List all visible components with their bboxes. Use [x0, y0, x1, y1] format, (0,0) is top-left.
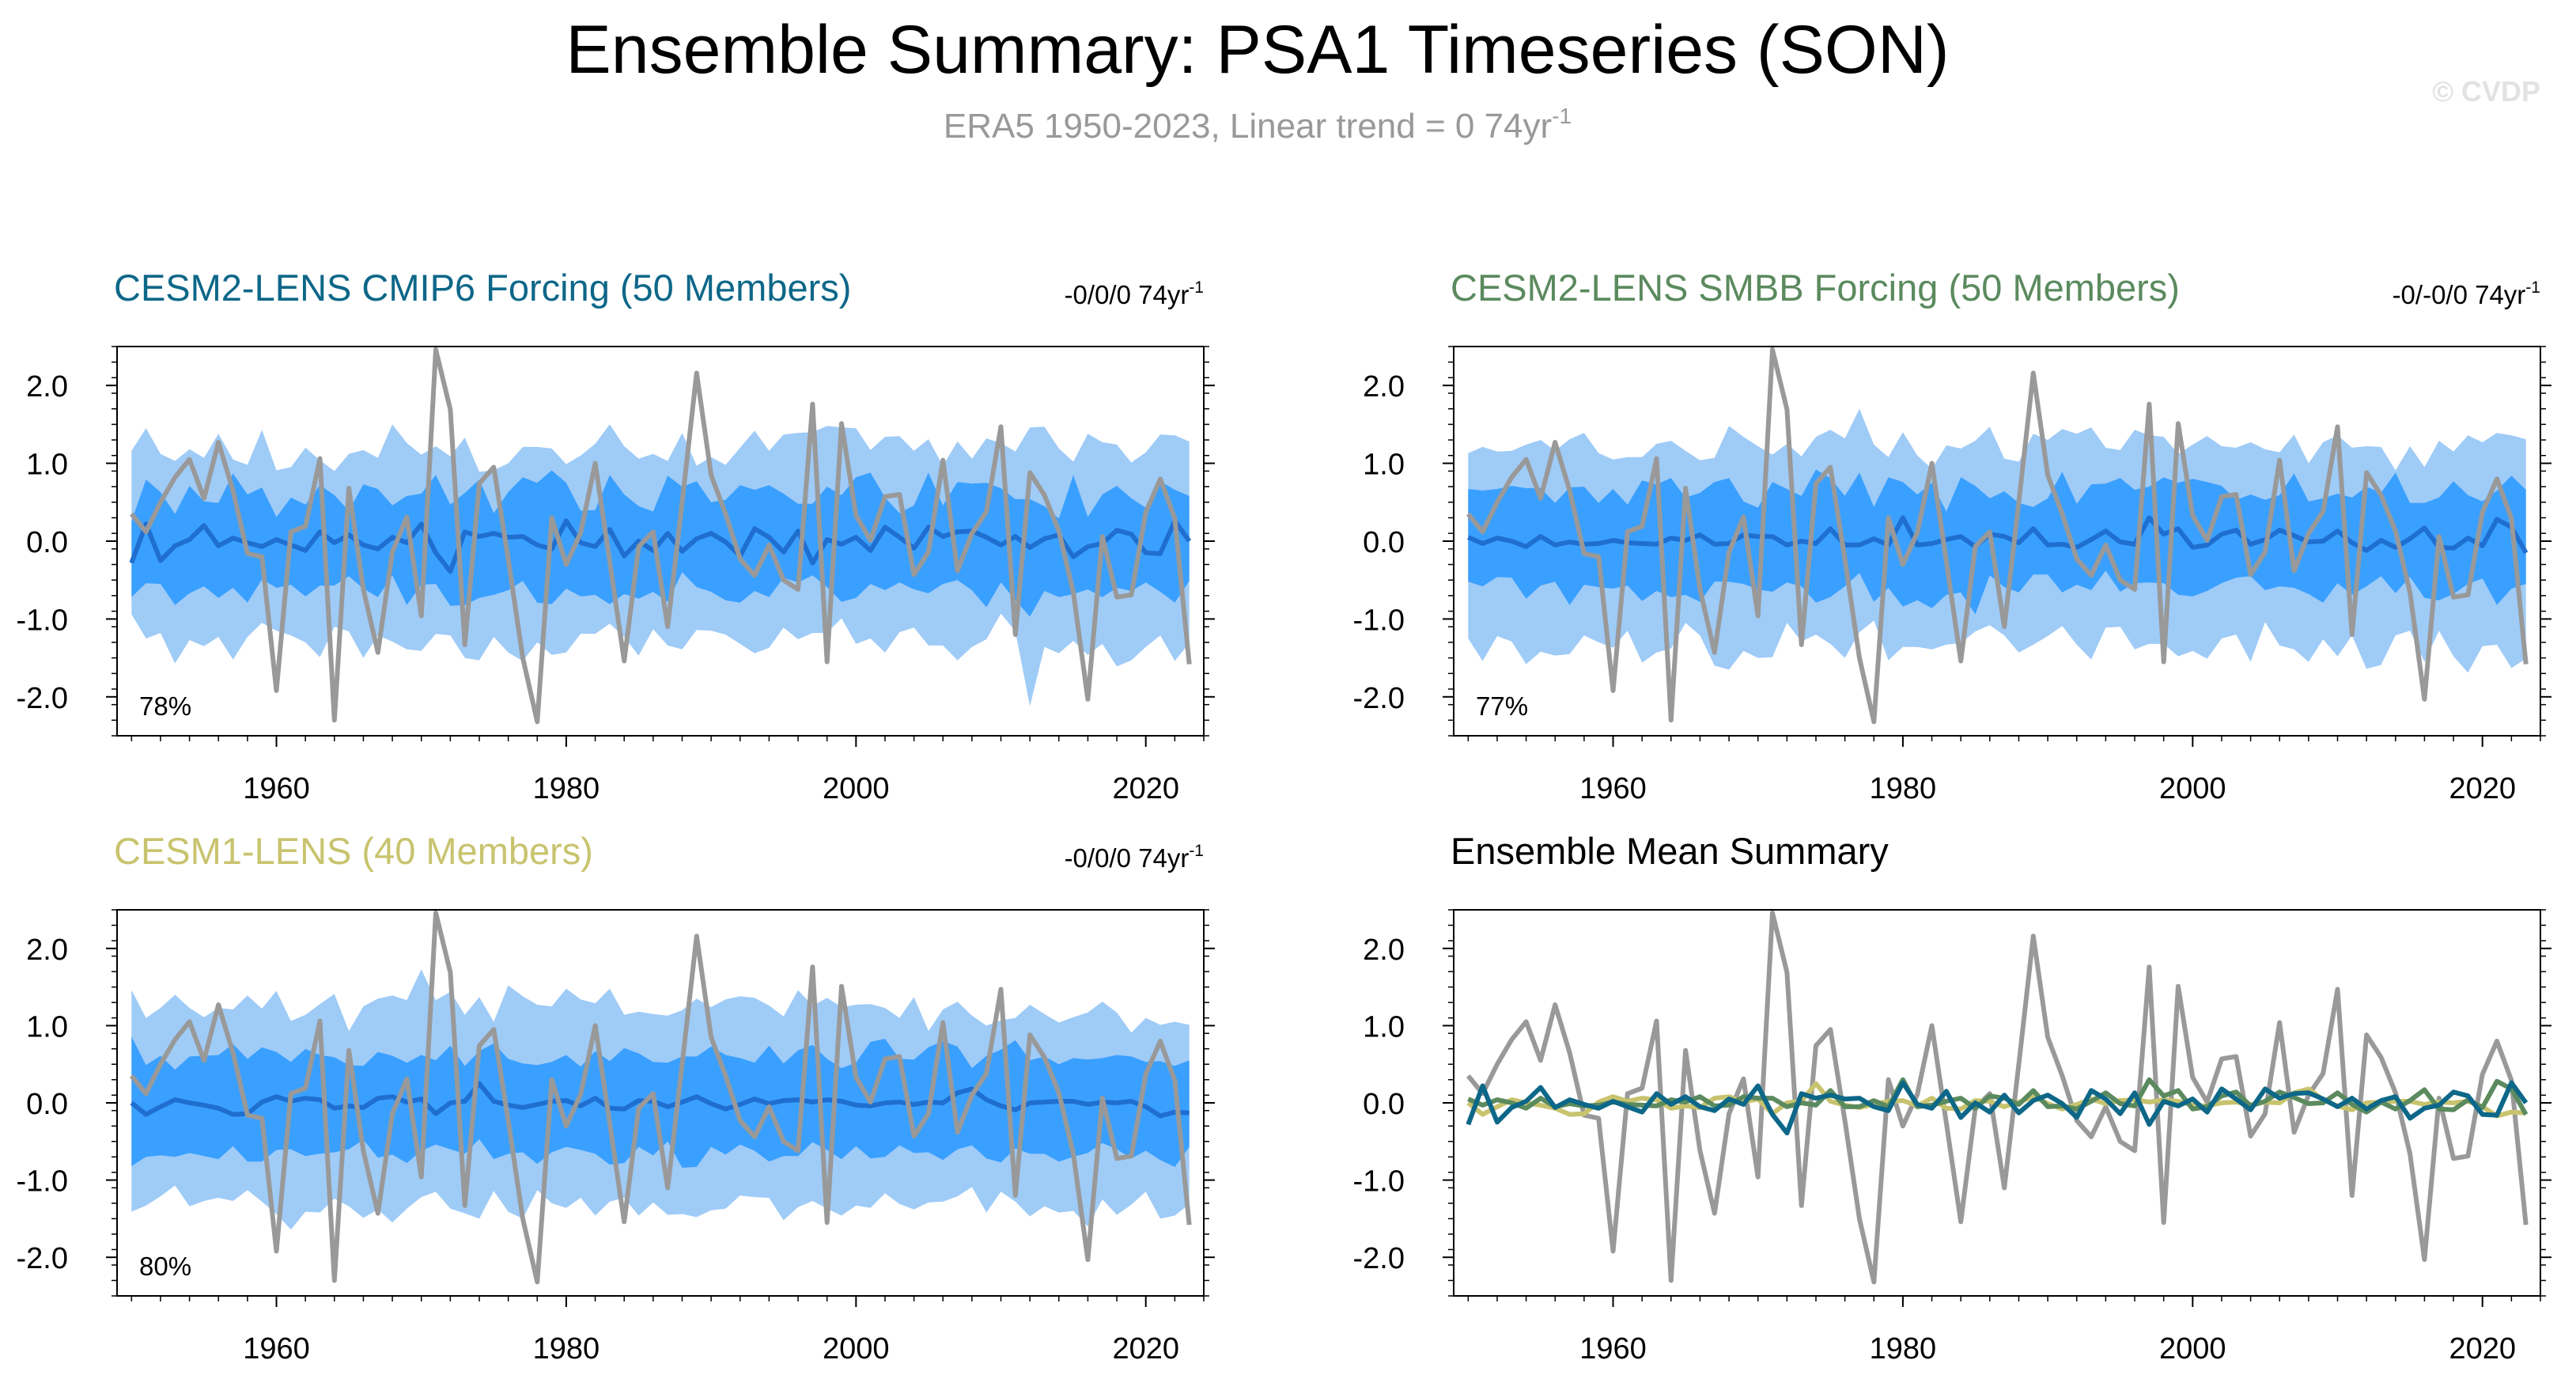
series-line-1 — [1466, 910, 2529, 1285]
x-tick-label: 2000 — [823, 1332, 890, 1366]
trend-label-superscript: -1 — [2525, 278, 2540, 297]
panel-3: 2.0 1.0 0.0 -1.0 -2.0 1960 1980 2000 2020 CESM1-L… — [17, 830, 1215, 1366]
y-tick-label: 2.0 — [1363, 934, 1405, 967]
panel-1: 2.0 1.0 0.0 -1.0 -2.0 1960 1980 2000 2020 CESM2-L… — [17, 267, 1215, 805]
era5-observed-line — [1466, 347, 2529, 725]
y-tick-label: -1.0 — [17, 604, 68, 637]
y-tick-label: 1.0 — [26, 1010, 68, 1044]
x-tick-label: 1980 — [533, 772, 600, 805]
panel-4: 2.0 1.0 0.0 -1.0 -2.0 1960 1980 2000 2020 Ensembl… — [1353, 830, 2551, 1366]
x-tick-label: 2020 — [2449, 1332, 2516, 1366]
y-tick-label: 0.0 — [1363, 1088, 1405, 1121]
y-tick-label: 2.0 — [1363, 370, 1405, 403]
trend-label-text: -0/0/0 74yr — [1065, 843, 1190, 873]
plot-area — [129, 910, 1192, 1285]
trend-label: -0/-0/0 74yr-1 — [2393, 278, 2540, 309]
trend-label-superscript: -1 — [1189, 278, 1204, 297]
y-tick-label: -1.0 — [1353, 604, 1405, 637]
x-tick-label: 1960 — [1579, 1332, 1647, 1366]
percent-label: 77% — [1476, 691, 1528, 721]
plot-area — [1466, 910, 2529, 1285]
y-tick-label: 1.0 — [1363, 449, 1405, 482]
spread-band-25-75 — [1468, 469, 2526, 615]
main-subtitle: ERA5 1950-2023, Linear trend = 0 74yr-1 — [944, 104, 1572, 146]
y-tick-label: -2.0 — [1353, 682, 1405, 715]
x-tick-label: 2020 — [1112, 1332, 1179, 1366]
panels-group: 2.0 1.0 0.0 -1.0 -2.0 1960 1980 2000 2020 CESM2-L… — [17, 267, 2551, 1366]
era5-observed-line — [129, 347, 1192, 725]
panel-title: Ensemble Mean Summary — [1451, 830, 1889, 872]
y-tick-label: 2.0 — [26, 934, 68, 967]
plot-area — [129, 347, 1192, 725]
y-tick-label: 1.0 — [26, 449, 68, 482]
y-tick-label: 1.0 — [1363, 1010, 1405, 1044]
ensemble-mean-line — [130, 1081, 1190, 1119]
panel-title: CESM2-LENS CMIP6 Forcing (50 Members) — [114, 267, 851, 309]
cvdp-watermark: © CVDP — [2432, 75, 2540, 108]
x-tick-label: 2000 — [2159, 772, 2226, 805]
subtitle-superscript: -1 — [1552, 104, 1572, 128]
series-line-4 — [1466, 1080, 2529, 1136]
percent-label: 80% — [139, 1252, 191, 1281]
plot-area — [1466, 347, 2529, 725]
y-tick-label: -2.0 — [17, 682, 68, 715]
x-tick-label: 2020 — [1112, 772, 1179, 805]
trend-label-superscript: -1 — [1189, 842, 1204, 860]
percent-label: 78% — [139, 691, 191, 721]
x-tick-label: 2020 — [2449, 772, 2516, 805]
main-title: Ensemble Summary: PSA1 Timeseries (SON) — [566, 12, 1949, 88]
ensemble-mean-line — [129, 518, 1192, 574]
trend-label: -0/0/0 74yr-1 — [1065, 278, 1204, 309]
x-tick-label: 1960 — [243, 1332, 310, 1366]
x-tick-label: 2000 — [823, 772, 890, 805]
x-tick-label: 2000 — [2159, 1332, 2226, 1366]
panel-title: CESM2-LENS SMBB Forcing (50 Members) — [1451, 267, 2180, 309]
y-tick-label: -2.0 — [17, 1242, 68, 1275]
ensemble-mean-line — [1467, 515, 2529, 555]
x-tick-label: 1980 — [1870, 772, 1937, 805]
x-tick-label: 1980 — [533, 1332, 600, 1366]
y-tick-label: -1.0 — [1353, 1165, 1405, 1199]
y-tick-label: 0.0 — [1363, 526, 1405, 559]
subtitle-text: ERA5 1950-2023, Linear trend = 0 74yr — [944, 107, 1552, 146]
x-tick-label: 1960 — [243, 772, 310, 805]
y-tick-label: 0.0 — [26, 1088, 68, 1121]
y-tick-label: -2.0 — [1353, 1242, 1405, 1275]
trend-label-text: -0/0/0 74yr — [1065, 280, 1190, 309]
era5-observed-line — [129, 910, 1192, 1285]
y-tick-label: 2.0 — [26, 370, 68, 403]
panel-title: CESM1-LENS (40 Members) — [114, 830, 593, 872]
x-tick-label: 1980 — [1870, 1332, 1937, 1366]
x-tick-label: 1960 — [1579, 772, 1647, 805]
y-tick-label: -1.0 — [17, 1165, 68, 1199]
y-tick-label: 0.0 — [26, 526, 68, 559]
trend-label-text: -0/-0/0 74yr — [2393, 280, 2526, 309]
trend-label: -0/0/0 74yr-1 — [1065, 842, 1204, 873]
panel-2: 2.0 1.0 0.0 -1.0 -2.0 1960 1980 2000 2020 CESM2-L… — [1353, 267, 2551, 805]
